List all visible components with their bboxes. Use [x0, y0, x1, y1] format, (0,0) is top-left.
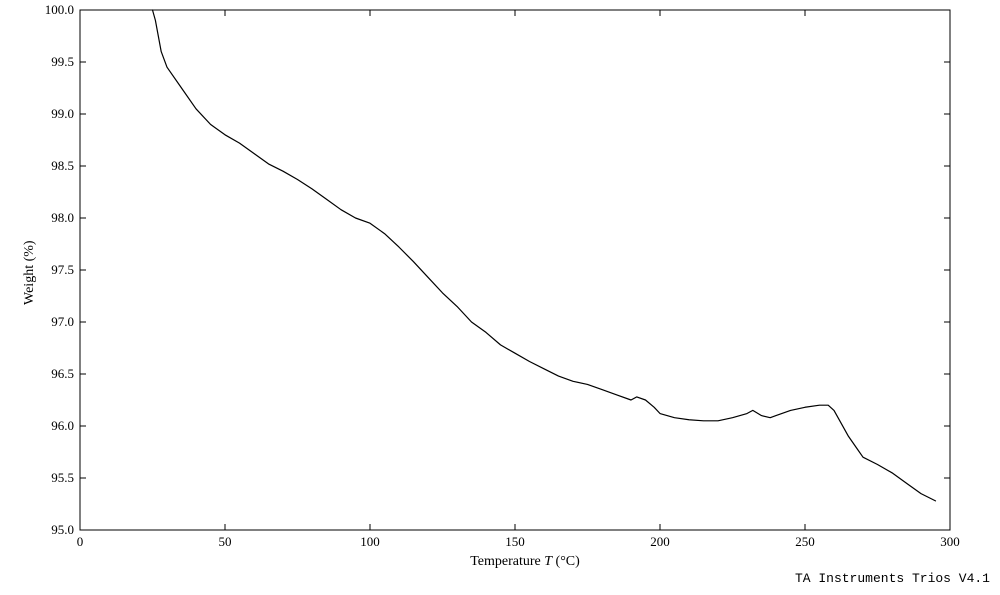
footer-software-label: TA Instruments Trios V4.1	[795, 571, 990, 586]
x-tick-label: 250	[793, 534, 817, 550]
y-tick-label: 97.5	[51, 262, 74, 278]
y-tick-label: 95.0	[51, 522, 74, 538]
y-tick-label: 98.0	[51, 210, 74, 226]
x-tick-label: 50	[213, 534, 237, 550]
x-tick-label: 200	[648, 534, 672, 550]
x-tick-label: 150	[503, 534, 527, 550]
y-tick-label: 96.5	[51, 366, 74, 382]
y-tick-label: 99.5	[51, 54, 74, 70]
y-tick-label: 98.5	[51, 158, 74, 174]
y-tick-label: 96.0	[51, 418, 74, 434]
y-tick-label: 99.0	[51, 106, 74, 122]
y-tick-label: 100.0	[45, 2, 74, 18]
y-tick-label: 95.5	[51, 470, 74, 486]
y-axis-label: Weight (%)	[22, 240, 38, 305]
x-tick-label: 300	[938, 534, 962, 550]
x-axis-label: Temperature T (°C)	[455, 554, 595, 570]
x-tick-label: 100	[358, 534, 382, 550]
tga-line-chart	[0, 0, 1000, 590]
chart-container: 05010015020025030095.095.596.096.597.097…	[0, 0, 1000, 590]
y-tick-label: 97.0	[51, 314, 74, 330]
